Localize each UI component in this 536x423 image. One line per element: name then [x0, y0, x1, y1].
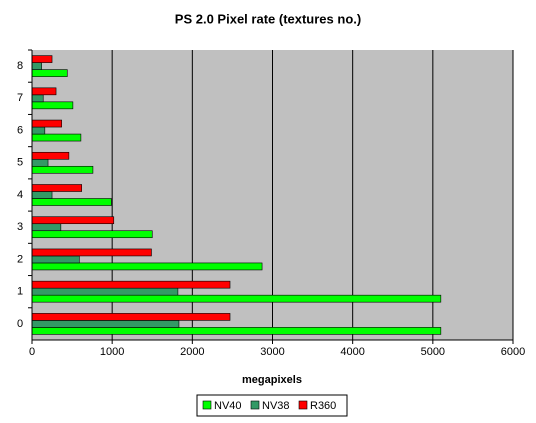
bar	[31, 230, 153, 239]
bar	[31, 320, 180, 328]
bar	[31, 69, 68, 77]
legend-label: R360	[310, 400, 336, 412]
bar	[31, 184, 83, 192]
bar	[31, 294, 442, 303]
y-tick-label: 3	[17, 221, 23, 233]
bar	[31, 101, 74, 110]
y-tick-label: 7	[17, 92, 23, 104]
legend-label: NV38	[262, 400, 290, 412]
bar	[31, 287, 179, 296]
bar	[31, 191, 53, 199]
bar	[31, 248, 152, 257]
x-tick-label: 5000	[421, 346, 445, 358]
y-tick-label: 0	[17, 318, 23, 330]
y-tick-label: 2	[17, 253, 23, 265]
x-tick-label: 6000	[501, 346, 525, 358]
x-tick-label: 4000	[340, 346, 364, 358]
x-tick-label: 1000	[100, 346, 124, 358]
y-tick-label: 5	[17, 157, 23, 169]
bar	[31, 165, 94, 174]
bar	[31, 327, 442, 335]
legend-label: NV40	[214, 400, 242, 412]
y-tick-label: 4	[17, 189, 23, 201]
chart-title: PS 2.0 Pixel rate (textures no.)	[175, 11, 361, 26]
legend-swatch	[250, 400, 260, 410]
legend-swatch	[202, 400, 212, 410]
bar	[31, 126, 46, 135]
bar	[31, 94, 44, 103]
bar	[31, 223, 62, 232]
bar	[31, 133, 82, 142]
bar	[31, 280, 231, 289]
bar	[31, 313, 231, 321]
bar	[31, 255, 80, 264]
bar	[31, 87, 57, 96]
legend	[196, 394, 348, 417]
x-tick-label: 0	[29, 346, 35, 358]
y-tick-label: 8	[17, 60, 23, 72]
x-tick-label: 3000	[260, 346, 284, 358]
x-tick-label: 2000	[180, 346, 204, 358]
bar	[31, 158, 49, 167]
bar	[31, 198, 112, 206]
bar	[31, 55, 53, 63]
x-axis-title: megapixels	[242, 374, 302, 386]
bar	[31, 119, 62, 128]
bar	[31, 262, 263, 271]
y-tick-label: 1	[17, 286, 23, 298]
bar	[31, 151, 70, 160]
y-tick-label: 6	[17, 124, 23, 136]
bar	[31, 62, 42, 70]
bar	[31, 216, 115, 225]
legend-swatch	[298, 400, 308, 410]
